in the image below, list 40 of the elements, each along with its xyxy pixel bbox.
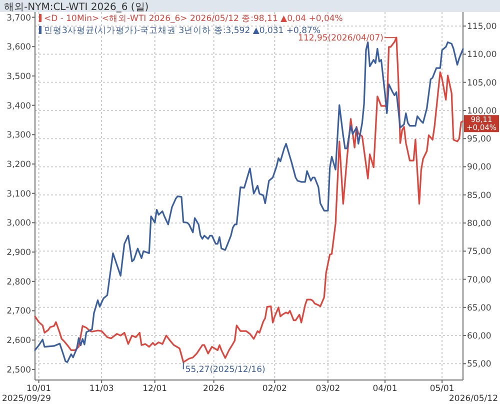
y2-tick-label: 80,00 xyxy=(467,219,492,230)
y2-tick-label: 105,00 xyxy=(467,78,497,88)
y-tick-label: 3,500 xyxy=(6,72,31,82)
x-tick-label: 02/02 xyxy=(262,384,287,394)
y-tick-label: 2,700 xyxy=(6,306,31,317)
y2-tick-label: 85,00 xyxy=(467,190,492,201)
y-tick-label: 2,900 xyxy=(6,248,31,258)
text: 2026/05/12 xyxy=(449,394,498,404)
legend-label: <D - 10Min> <해외-WTI 2026_6> 2026/05/12 종:98,11 ▲0,04 +0,04% xyxy=(44,14,343,24)
y2-tick-label: 60,00 xyxy=(467,332,492,342)
y-tick-label: 3,000 xyxy=(6,218,31,229)
y2-tick-label: 70,00 xyxy=(467,275,492,286)
y2-tick-label: 95,00 xyxy=(467,134,492,145)
y-tick-label: 2,600 xyxy=(6,336,31,346)
annotation: 55,27(2025/12/16) xyxy=(185,365,266,376)
x-tick-label: 2026 xyxy=(202,384,225,394)
y-tick-label: 3,600 xyxy=(6,42,31,53)
y2-tick-label: 65,00 xyxy=(467,303,492,314)
chart-title: 해외-NYM:CL-WTI 2026_6 (일) xyxy=(4,2,149,13)
x-tick-label: 05/01 xyxy=(430,384,454,394)
annotation: 112,95(2026/04/07) xyxy=(298,34,384,44)
x-tick-label: 10/01 xyxy=(26,384,52,394)
y-tick-label: 2,500 xyxy=(6,365,31,376)
x-tick-label: 12/01 xyxy=(142,384,168,394)
x-tick-label: 03/02 xyxy=(316,384,340,394)
text: 2025/09/29 xyxy=(2,394,51,404)
y-tick-label: 3,300 xyxy=(6,130,31,141)
y-tick-label: 3,200 xyxy=(6,160,31,170)
y2-tick-label: 115,00 xyxy=(467,22,497,32)
y-tick-label: 3,700 xyxy=(6,13,31,24)
x-tick-label: 11/03 xyxy=(89,384,114,394)
x-tick-label: 04/01 xyxy=(372,384,398,394)
y-tick-label: 3,400 xyxy=(6,101,31,112)
y-tick-label: 3,100 xyxy=(6,189,31,200)
y2-tick-label: 55,00 xyxy=(467,360,492,370)
y2-tick-label: 75,00 xyxy=(467,247,492,258)
y-tick-label: 2,800 xyxy=(6,277,31,288)
y2-tick-label: 90,00 xyxy=(467,162,492,173)
y2-tick-label: 100,00 xyxy=(467,106,497,116)
y2-tick-label: 110,00 xyxy=(467,50,497,60)
